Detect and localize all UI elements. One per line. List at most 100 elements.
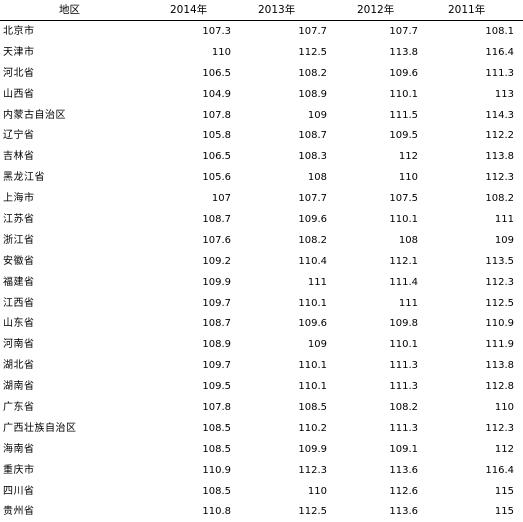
table-row: 吉林省 106.5 108.3 112 113.8 xyxy=(0,146,523,167)
cell-region: 辽宁省 xyxy=(3,130,35,142)
table-row: 广西壮族自治区 108.5 110.2 111.3 112.3 xyxy=(0,418,523,439)
cell-2014: 107.8 xyxy=(202,109,231,121)
cell-2014: 108.5 xyxy=(202,422,231,434)
cell-2011: 111 xyxy=(494,214,514,226)
cell-2013: 109 xyxy=(307,339,327,351)
header-2012: 2012年 xyxy=(357,4,395,16)
table-row: 江西省 109.7 110.1 111 112.5 xyxy=(0,293,523,314)
cell-2014: 107.8 xyxy=(202,402,231,414)
cell-2014: 106.5 xyxy=(202,67,231,79)
cell-2014: 107.3 xyxy=(202,26,231,37)
cell-2011: 112 xyxy=(494,443,514,455)
cell-region: 北京市 xyxy=(3,26,35,37)
table-row: 湖北省 109.7 110.1 111.3 113.8 xyxy=(0,355,523,376)
cell-2012: 113.6 xyxy=(389,464,418,476)
cell-2014: 104.9 xyxy=(202,88,231,100)
table-header: 地区 2014年 2013年 2012年 2011年 xyxy=(0,0,523,21)
table-row: 辽宁省 105.8 108.7 109.5 112.2 xyxy=(0,125,523,146)
table-row: 安徽省 109.2 110.4 112.1 113.5 xyxy=(0,251,523,272)
cell-region: 山东省 xyxy=(3,318,35,330)
cell-region: 贵州省 xyxy=(3,506,35,518)
cell-region: 浙江省 xyxy=(3,234,35,246)
table-row: 上海市 107 107.7 107.5 108.2 xyxy=(0,188,523,209)
cell-2013: 110 xyxy=(307,485,327,497)
cell-2013: 108.2 xyxy=(298,67,327,79)
table-row: 广东省 107.8 108.5 108.2 110 xyxy=(0,397,523,418)
cell-2011: 113.8 xyxy=(485,151,514,163)
cell-2013: 110.2 xyxy=(298,422,327,434)
cell-2012: 110 xyxy=(398,172,418,184)
table-row: 河北省 106.5 108.2 109.6 111.3 xyxy=(0,63,523,84)
cell-2011: 110 xyxy=(494,402,514,414)
table-row: 北京市 107.3 107.7 107.7 108.1 xyxy=(0,21,523,42)
cell-2012: 109.8 xyxy=(389,318,418,330)
table-row: 河南省 108.9 109 110.1 111.9 xyxy=(0,334,523,355)
cell-2014: 109.9 xyxy=(202,276,231,288)
cell-region: 天津市 xyxy=(3,46,35,58)
cell-2013: 111 xyxy=(307,276,327,288)
cell-region: 江西省 xyxy=(3,297,35,309)
table-row: 浙江省 107.6 108.2 108 109 xyxy=(0,230,523,251)
cell-2014: 108.7 xyxy=(202,318,231,330)
cell-2013: 110.1 xyxy=(298,297,327,309)
cell-2012: 109.6 xyxy=(389,67,418,79)
cell-2012: 113.8 xyxy=(389,46,418,58)
table-row: 四川省 108.5 110 112.6 115 xyxy=(0,481,523,502)
cell-2014: 105.6 xyxy=(202,172,231,184)
cell-2011: 109 xyxy=(494,234,514,246)
cell-region: 四川省 xyxy=(3,485,35,497)
table-body: 北京市 107.3 107.7 107.7 108.1 天津市 110 112.5 113.8 1… xyxy=(0,21,523,522)
cell-2012: 109.1 xyxy=(389,443,418,455)
table-row: 江苏省 108.7 109.6 110.1 111 xyxy=(0,209,523,230)
cell-2014: 108.7 xyxy=(202,214,231,226)
cell-2011: 111.9 xyxy=(485,339,514,351)
header-2011: 2011年 xyxy=(448,4,486,16)
cell-2011: 110.9 xyxy=(485,318,514,330)
cell-2012: 111.4 xyxy=(389,276,418,288)
table-row: 天津市 110 112.5 113.8 116.4 xyxy=(0,42,523,63)
cell-2013: 110.4 xyxy=(298,255,327,267)
cell-2011: 116.4 xyxy=(485,464,514,476)
cell-2014: 105.8 xyxy=(202,130,231,142)
cell-2014: 109.7 xyxy=(202,360,231,372)
cell-2014: 110.8 xyxy=(202,506,231,518)
cell-region: 湖北省 xyxy=(3,360,35,372)
table-row: 重庆市 110.9 112.3 113.6 116.4 xyxy=(0,460,523,481)
cell-2014: 110.9 xyxy=(202,464,231,476)
cell-2012: 111.5 xyxy=(389,109,418,121)
header-2014: 2014年 xyxy=(170,4,208,16)
cell-2013: 109.6 xyxy=(298,214,327,226)
header-2013: 2013年 xyxy=(258,4,296,16)
cell-2014: 107 xyxy=(211,193,231,205)
cell-2011: 115 xyxy=(494,506,514,518)
cell-2012: 111 xyxy=(398,297,418,309)
cell-region: 内蒙古自治区 xyxy=(3,109,66,121)
cell-region: 吉林省 xyxy=(3,151,35,163)
cell-2013: 108.2 xyxy=(298,234,327,246)
cell-region: 广东省 xyxy=(3,402,35,414)
table-row: 海南省 108.5 109.9 109.1 112 xyxy=(0,439,523,460)
cell-2013: 112.3 xyxy=(298,464,327,476)
cell-region: 湖南省 xyxy=(3,381,35,393)
cell-region: 安徽省 xyxy=(3,255,35,267)
cell-2012: 109.5 xyxy=(389,130,418,142)
cell-2012: 111.3 xyxy=(389,381,418,393)
table-row: 湖南省 109.5 110.1 111.3 112.8 xyxy=(0,376,523,397)
cell-2014: 110 xyxy=(211,46,231,58)
cell-2012: 112.1 xyxy=(389,255,418,267)
cell-region: 江苏省 xyxy=(3,214,35,226)
cell-region: 广西壮族自治区 xyxy=(3,422,77,434)
cell-2013: 112.5 xyxy=(298,506,327,518)
cell-region: 重庆市 xyxy=(3,464,35,476)
cell-2012: 108.2 xyxy=(389,402,418,414)
cell-2011: 112.3 xyxy=(485,422,514,434)
cell-2014: 108.9 xyxy=(202,339,231,351)
cell-2014: 109.2 xyxy=(202,255,231,267)
cell-region: 河南省 xyxy=(3,339,35,351)
cell-2013: 109.6 xyxy=(298,318,327,330)
cell-2011: 111.3 xyxy=(485,67,514,79)
cell-2011: 113 xyxy=(494,88,514,100)
cell-2013: 108.7 xyxy=(298,130,327,142)
cell-2013: 108.3 xyxy=(298,151,327,163)
